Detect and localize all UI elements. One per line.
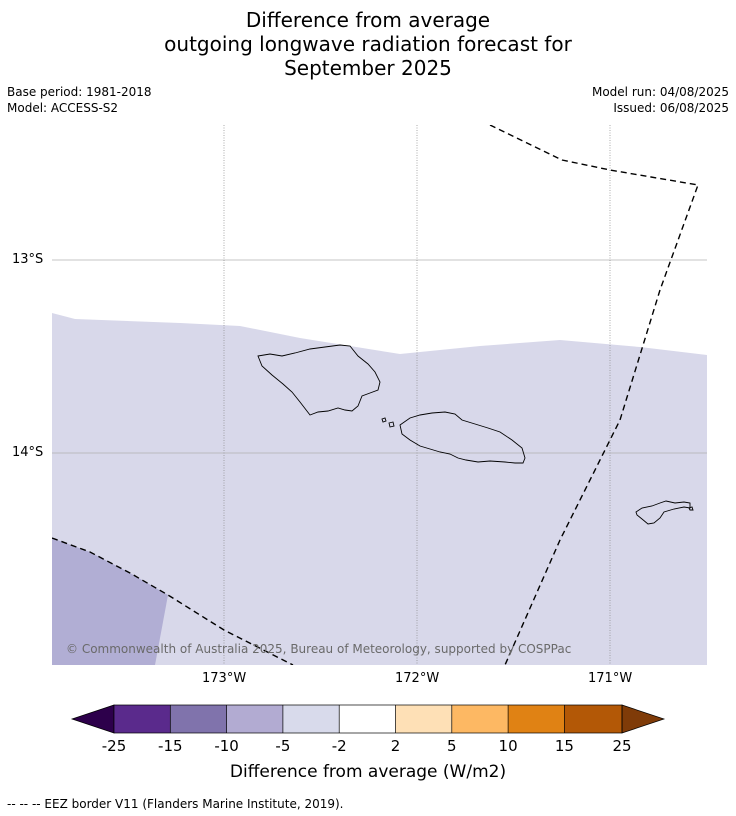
- aunuu-island: [688, 506, 694, 511]
- title-line-3: September 2025: [284, 56, 452, 80]
- title-line-1: Difference from average: [245, 8, 491, 32]
- eez-border-southwest: [52, 537, 294, 665]
- lon-label-173w: 173°W: [202, 671, 247, 686]
- lat-label-14s: 14°S: [12, 445, 44, 460]
- colorbar-tick-label: 5: [447, 737, 457, 755]
- colorbar-tick-label: 10: [498, 737, 518, 755]
- colorbar: [70, 704, 666, 734]
- colorbar-dividers: [169, 705, 565, 733]
- colorbar-segment-2: [170, 705, 227, 733]
- colorbar-extend-low: [70, 704, 115, 734]
- colorbar-tick-label: -2: [331, 737, 347, 755]
- colorbar-segment-8: [508, 705, 565, 733]
- upolu-island: [257, 344, 381, 416]
- lon-label-171w: 171°W: [588, 671, 633, 686]
- lat-label-13s: 13°S: [12, 252, 44, 267]
- colorbar-tick-label: -25: [101, 737, 127, 755]
- copyright-notice: © Commonwealth of Australia 2025, Bureau…: [66, 642, 572, 656]
- colorbar-segment-9: [564, 705, 622, 733]
- colorbar-tick-label: 2: [390, 737, 401, 755]
- anomaly-region-medium: [52, 538, 168, 665]
- chart-title: Difference from average outgoing longwav…: [0, 8, 736, 80]
- savaii-island: [399, 411, 526, 464]
- colorbar-segment-1: [114, 705, 171, 733]
- colorbar-segment-6: [395, 705, 452, 733]
- tutuila-island: [635, 500, 691, 525]
- model-info-left: Base period: 1981-2018 Model: ACCESS-S2: [7, 84, 152, 116]
- model-info-right: Model run: 04/08/2025 Issued: 06/08/2025: [592, 84, 729, 116]
- title-line-2: outgoing longwave radiation forecast for: [164, 32, 572, 56]
- model-name: Model: ACCESS-S2: [7, 101, 119, 115]
- lon-label-172w: 172°W: [395, 671, 440, 686]
- colorbar-segment-5: [339, 705, 396, 733]
- map-area: [52, 125, 707, 665]
- colorbar-tick-label: -15: [158, 737, 183, 755]
- colorbar-extend-high: [621, 704, 666, 734]
- eez-legend: -- -- -- EEZ border V11 (Flanders Marine…: [7, 797, 344, 811]
- apolima-island: [381, 417, 387, 423]
- model-run: Model run: 04/08/2025: [591, 85, 729, 99]
- colorbar-segment-4: [282, 705, 340, 733]
- colorbar-tick-label: 25: [612, 737, 632, 755]
- colorbar-tick-label: -5: [275, 737, 291, 755]
- issued-date: Issued: 06/08/2025: [613, 101, 729, 115]
- colorbar-segment-7: [451, 705, 509, 733]
- colorbar-label: Difference from average (W/m2): [229, 762, 507, 782]
- colorbar-outline: [113, 704, 623, 734]
- colorbar-tick-label: -10: [214, 737, 239, 755]
- manono-island: [388, 421, 395, 428]
- colorbar-segment-3: [226, 705, 283, 733]
- eez-border-samoa: [489, 125, 699, 665]
- colorbar-tick-label: 15: [554, 737, 574, 755]
- base-period: Base period: 1981-2018: [7, 85, 152, 99]
